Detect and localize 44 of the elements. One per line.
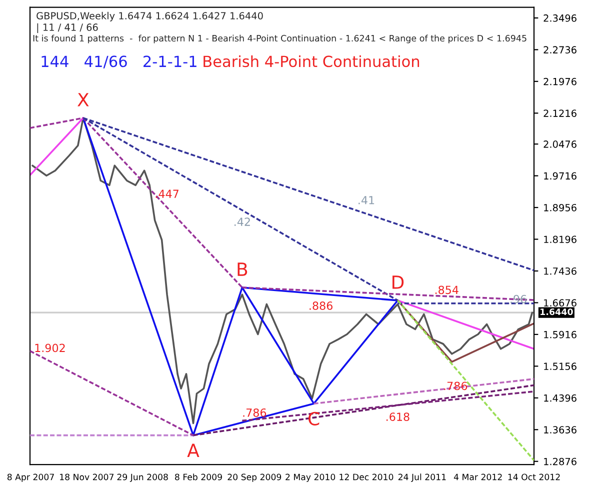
annotation: .786 bbox=[243, 408, 266, 417]
chart-title: GBPUSD,Weekly 1.6474 1.6624 1.6427 1.6440 bbox=[36, 12, 263, 22]
y-tick-label: 1.2876 bbox=[544, 458, 576, 466]
annotation: B bbox=[238, 262, 248, 276]
ref-line-label: 1.6440 bbox=[540, 308, 573, 316]
x-tick-label: 4 Mar 2012 bbox=[454, 474, 502, 480]
annotation: A bbox=[187, 444, 200, 457]
y-tick-label: 1.8956 bbox=[544, 204, 576, 212]
x-tick-label: 2 May 2010 bbox=[286, 474, 336, 482]
annotation: .618 bbox=[386, 412, 410, 421]
x-tick-label: 14 Oct 2012 bbox=[508, 474, 560, 480]
x-tick-label: 12 Dec 2010 bbox=[340, 474, 394, 480]
x-tick-label: 18 Nov 2007 bbox=[60, 474, 114, 480]
y-tick-label: 2.3496 bbox=[544, 14, 576, 22]
annotation: .447 bbox=[156, 190, 178, 198]
annotation: .41 bbox=[358, 196, 374, 204]
annotation: 144 41/66 2-1-1-1 bbox=[42, 56, 196, 68]
y-tick-label: 1.5156 bbox=[544, 362, 576, 370]
y-tick-label: 1.6676 bbox=[544, 299, 576, 307]
annotation: .786 bbox=[444, 382, 468, 390]
x-tick-label: 8 Feb 2009 bbox=[175, 474, 222, 480]
y-tick-label: 1.3636 bbox=[544, 426, 576, 434]
annotation: 1.902 bbox=[35, 344, 65, 352]
annotation: Bearish 4-Point Continuation bbox=[204, 55, 420, 68]
y-tick-label: 1.9716 bbox=[544, 172, 576, 180]
y-tick-label: 1.7436 bbox=[544, 267, 576, 275]
annotation: .886 bbox=[310, 302, 332, 310]
x-tick-label: 20 Sep 2009 bbox=[228, 474, 282, 482]
y-tick-label: 1.5916 bbox=[544, 330, 576, 338]
x-tick-label: 24 Jul 2011 bbox=[398, 474, 446, 482]
annotation: .854 bbox=[435, 286, 458, 294]
y-tick-label: 1.8196 bbox=[544, 236, 576, 244]
x-tick-label: 8 Apr 2007 bbox=[7, 474, 54, 482]
y-tick-label: 2.1216 bbox=[544, 110, 576, 117]
y-tick-label: 2.0476 bbox=[544, 140, 576, 148]
annotation: .42 bbox=[234, 218, 250, 226]
y-tick-label: 1.4396 bbox=[544, 394, 576, 402]
y-tick-label: 2.2736 bbox=[544, 46, 576, 54]
x-tick-label: 29 Jun 2008 bbox=[117, 474, 168, 482]
annotation: It is found 1 patterns - for pattern N 1 - Bearish 4-Point Continuation - 1.6241 < Range of the prices D < 1.6945 bbox=[33, 34, 526, 44]
text: | 11 / 41 / 66 bbox=[37, 23, 98, 34]
y-tick-label: 2.1976 bbox=[544, 78, 576, 86]
annotation: D bbox=[392, 276, 404, 289]
annotation: X bbox=[78, 93, 89, 106]
